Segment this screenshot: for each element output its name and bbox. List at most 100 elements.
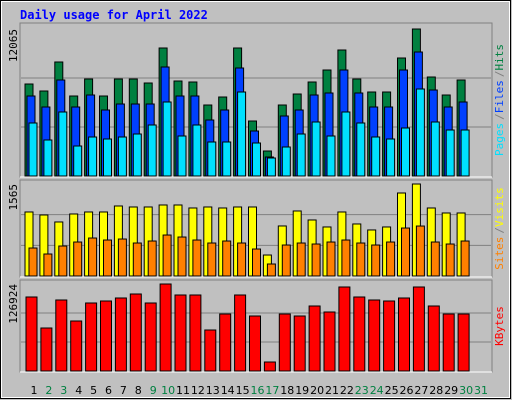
bar <box>368 299 381 372</box>
legend-entry: KBytes <box>493 306 506 346</box>
bar <box>73 145 83 177</box>
x-tick-label: 17 <box>265 384 279 397</box>
bar <box>326 135 336 177</box>
bar <box>88 136 98 177</box>
x-tick-label: 22 <box>340 384 354 397</box>
legend-separator: / <box>493 71 506 78</box>
bar <box>222 240 232 277</box>
x-tick-label: 18 <box>280 384 294 397</box>
legend-entry: Files <box>493 80 506 113</box>
bar <box>442 313 455 372</box>
bar <box>117 136 127 177</box>
chart-title: Daily usage for April 2022 <box>20 8 208 22</box>
bar <box>100 300 112 372</box>
bar <box>177 236 187 277</box>
bar <box>85 302 98 372</box>
bar <box>144 302 157 372</box>
bar <box>40 327 53 372</box>
x-tick-label: 23 <box>355 384 369 397</box>
y-tick-label: 1565 <box>7 184 20 211</box>
bar <box>192 124 202 177</box>
bar <box>132 133 142 177</box>
bar <box>445 129 455 177</box>
bar <box>281 244 291 277</box>
bar <box>293 315 306 372</box>
x-tick-label: 5 <box>90 384 97 397</box>
bar <box>296 242 306 277</box>
bar <box>162 234 172 277</box>
bar <box>43 253 53 277</box>
bar <box>460 240 470 277</box>
bar <box>356 242 366 277</box>
bar <box>415 225 425 277</box>
x-tick-label: 12 <box>191 384 205 397</box>
bar <box>103 239 112 277</box>
legend-separator: / <box>493 113 506 120</box>
legend-entry: Visits <box>493 187 506 227</box>
bar <box>460 129 470 177</box>
bar <box>341 111 351 177</box>
y-tick-label: 126924 <box>7 284 20 324</box>
legend-separator: / <box>493 227 506 234</box>
bar <box>326 241 336 277</box>
bar <box>356 122 366 177</box>
bar <box>103 138 112 177</box>
x-tick-label: 14 <box>221 384 235 397</box>
bar <box>341 239 351 277</box>
bar <box>311 121 321 177</box>
bar <box>70 320 83 372</box>
bar <box>147 124 157 177</box>
bar <box>207 141 217 177</box>
x-tick-label: 27 <box>414 384 428 397</box>
bar <box>371 244 381 277</box>
bar <box>174 294 187 372</box>
x-tick-label: 9 <box>150 384 157 397</box>
bar <box>249 315 261 372</box>
bar <box>252 142 261 177</box>
bar <box>445 243 455 277</box>
bar <box>398 297 410 372</box>
bar <box>281 146 291 177</box>
bar <box>129 293 142 372</box>
bar <box>73 241 83 277</box>
x-tick-label: 1 <box>31 384 38 397</box>
bar <box>415 88 425 177</box>
x-tick-label: 11 <box>176 384 190 397</box>
bar <box>237 91 247 177</box>
y-tick-label: 12065 <box>7 29 20 62</box>
x-tick-label: 15 <box>236 384 250 397</box>
bar <box>234 294 247 372</box>
bar <box>308 305 321 372</box>
bar <box>58 245 68 277</box>
bar <box>43 139 53 177</box>
x-tick-label: 31 <box>474 384 488 397</box>
bar <box>114 297 127 372</box>
bar <box>237 242 247 277</box>
bar <box>401 227 410 277</box>
bar <box>323 311 336 372</box>
bar <box>88 237 98 277</box>
bar <box>338 286 351 372</box>
x-tick-label: 13 <box>206 384 220 397</box>
x-tick-label: 3 <box>60 384 67 397</box>
bar <box>207 242 217 277</box>
bar <box>430 121 440 177</box>
x-tick-label: 16 <box>251 384 265 397</box>
bar <box>311 243 321 277</box>
x-tick-label: 2 <box>45 384 52 397</box>
bar <box>412 286 425 372</box>
legend-entry: Pages <box>493 123 506 156</box>
bar <box>58 111 68 177</box>
bar <box>25 296 38 372</box>
x-tick-label: 7 <box>120 384 127 397</box>
legend: Sites /Visits <box>493 187 506 270</box>
bar <box>55 299 68 372</box>
legend: KBytes <box>493 306 506 346</box>
legend: Pages/Files/Hits <box>493 44 506 156</box>
x-tick-label: 19 <box>295 384 309 397</box>
bar <box>296 133 306 177</box>
bar <box>401 127 410 177</box>
legend-entry: Sites <box>493 237 506 270</box>
